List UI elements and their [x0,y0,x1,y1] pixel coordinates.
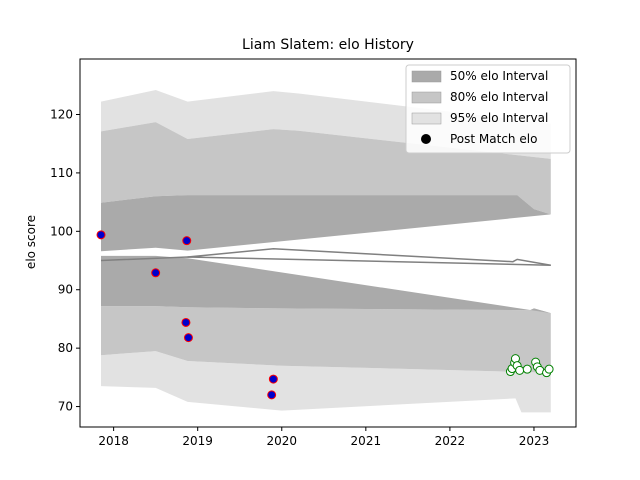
legend-label: Post Match elo [450,132,537,146]
post-match-elo-point [182,236,192,246]
axes: 2018 2019 2020 2021 2022 2023 70 80 90 100 110 120 [50,58,577,448]
y-tick-label: 120 [50,107,73,121]
legend-label: 95% elo Interval [450,111,548,125]
predicted-elo-point [522,364,532,374]
y-tick-label: 70 [58,400,73,414]
plot-area [96,90,554,413]
band-80-lower [101,306,551,373]
post-match-elo-point [267,390,277,400]
x-tick-label: 2023 [519,434,550,448]
legend-swatch-band95 [411,112,442,125]
y-tick-label: 80 [58,341,73,355]
post-match-elo-point [181,317,191,327]
y-tick-label: 100 [50,224,73,238]
band-80-upper [101,122,551,215]
x-tick-label: 2022 [435,434,466,448]
band-50-upper [101,195,551,252]
mean-elo-line-2 [187,248,551,266]
post-match-elo-point [151,268,161,278]
y-axis-label: elo score [24,215,38,269]
legend-box [405,64,571,154]
chart-title: Liam Slatem: elo History [242,37,414,53]
x-tick-label: 2018 [98,434,129,448]
legend-swatch-band50 [411,70,442,83]
post-match-elo-point [268,374,278,384]
legend-swatch-band80 [411,91,442,104]
legend-label: 50% elo Interval [450,69,548,83]
predicted-elo-point [515,365,525,375]
legend: 50% elo Interval 80% elo Interval 95% elo … [405,64,571,154]
y-tick-label: 90 [58,283,73,297]
band-95-lower [101,351,551,413]
x-tick-label: 2019 [182,434,213,448]
y-tick-label: 110 [50,166,73,180]
post-match-elo-point [96,230,106,240]
legend-label: 80% elo Interval [450,90,548,104]
predicted-elo-point [544,364,554,374]
plot-frame [79,58,577,428]
legend-marker-icon [421,134,431,144]
post-match-elo-point [183,333,193,343]
x-tick-label: 2021 [351,434,382,448]
band-50-lower [101,255,551,314]
x-tick-label: 2020 [266,434,297,448]
